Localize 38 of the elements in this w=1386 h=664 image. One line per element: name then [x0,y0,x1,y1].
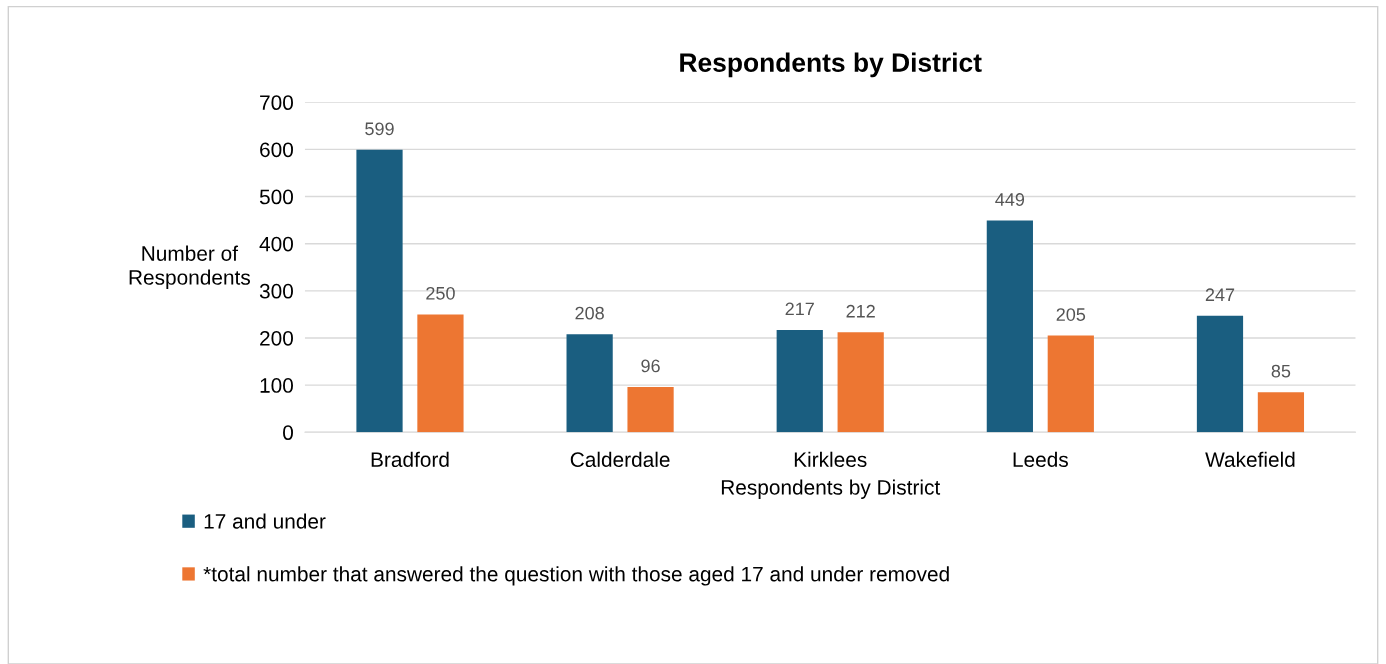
data-label: 449 [995,193,1025,206]
data-label: 599 [365,122,394,136]
bar [776,329,823,433]
data-label: 250 [426,286,455,300]
y-tick-label: 500 [259,189,293,205]
y-tick-label: 200 [260,330,293,346]
data-label: 85 [1271,364,1291,378]
x-tick-label: Leeds [1013,451,1068,468]
x-tick-label: Wakefield [1205,451,1295,468]
chart-title: Respondents by District [680,52,982,78]
bar [986,220,1033,433]
data-label: 212 [846,304,875,318]
bar [1047,335,1094,433]
bar [837,332,884,433]
bar [1257,392,1305,433]
data-label: 96 [641,359,660,373]
y-tick-label: 300 [259,283,293,299]
bar [1196,315,1244,433]
x-tick-label: Calderdale [570,451,670,468]
x-tick-label: Kirklees [794,451,867,468]
y-tick-label: 100 [260,378,293,393]
y-tick-label: 600 [260,142,293,158]
legend-label: 17 and under [204,513,326,529]
bar [417,314,464,433]
data-label: 205 [1056,308,1086,321]
y-axis-title: Number of Respondents [129,245,250,289]
y-tick-label: 700 [260,95,293,111]
bar [356,149,403,433]
bar [566,334,613,433]
data-label: 208 [575,306,604,320]
data-label: 247 [1205,288,1235,301]
y-tick-label: 400 [259,236,293,252]
y-tick-label: 0 [283,425,293,441]
x-axis-title: Respondents by District [721,479,941,499]
bar [627,387,674,433]
x-tick-label: Bradford [371,451,449,468]
data-label: 217 [785,302,814,316]
legend-label: *total number that answered the question with those aged 17 and under removed [203,566,949,586]
